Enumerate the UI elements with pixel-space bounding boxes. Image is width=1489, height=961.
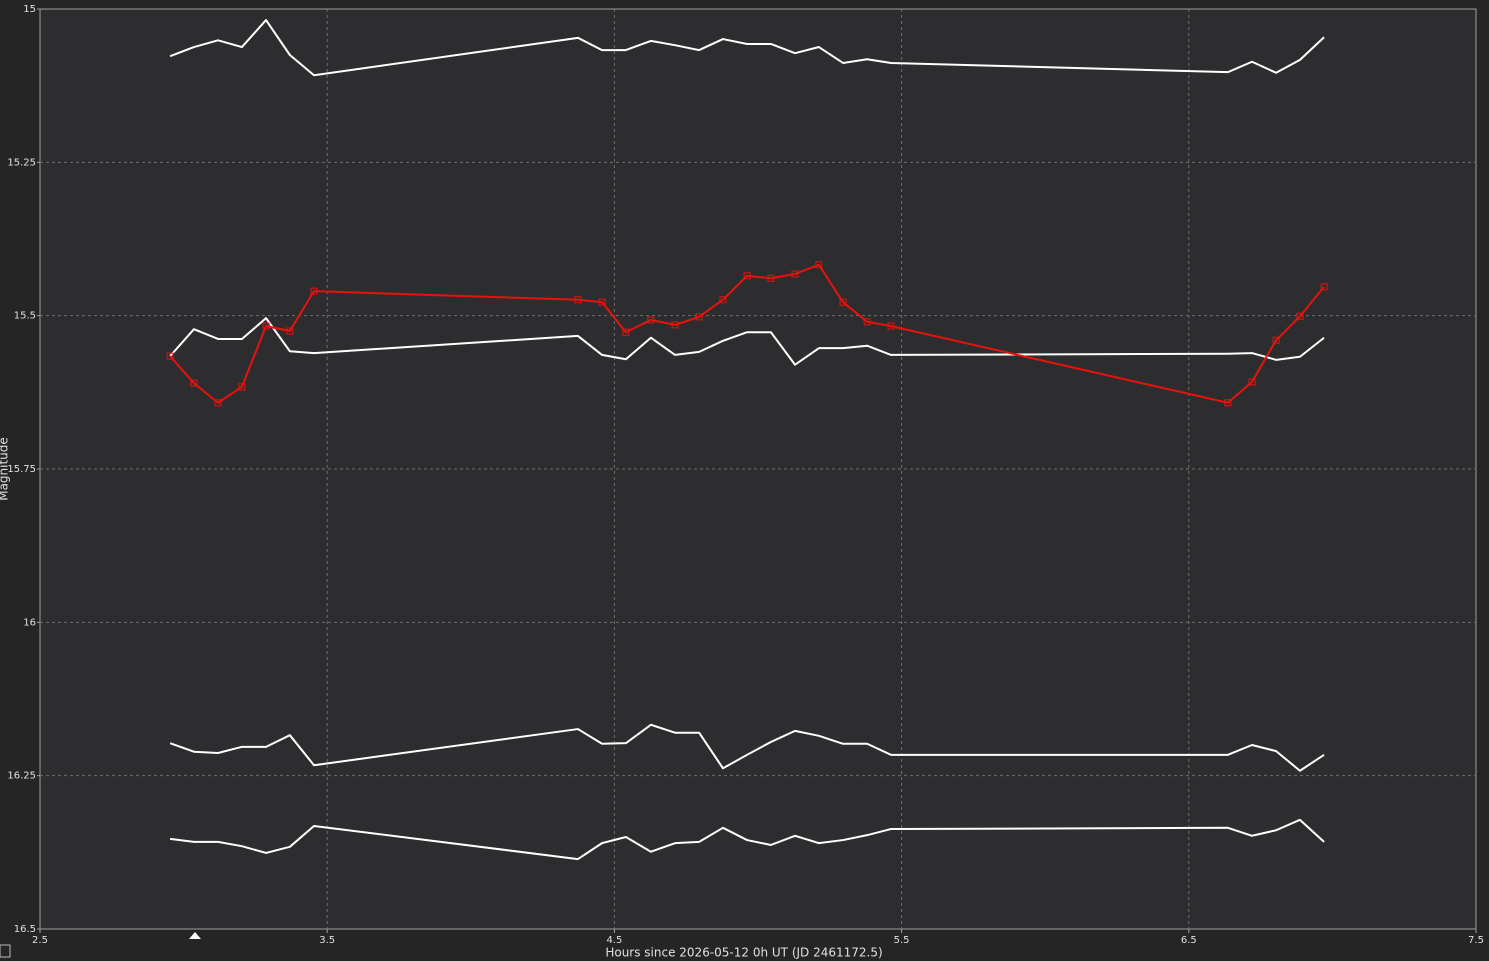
point-marker xyxy=(767,274,775,282)
point-marker xyxy=(1296,312,1304,320)
x-tick-label: 2.5 xyxy=(32,935,48,946)
point-marker xyxy=(262,322,270,330)
x-tick-label: 5.5 xyxy=(894,935,910,946)
series-line xyxy=(169,818,1325,861)
x-axis-label: Hours since 2026-05-12 0h UT (JD 2461172… xyxy=(605,946,882,960)
y-tick-label: 15 xyxy=(23,4,36,15)
cursor-marker xyxy=(189,932,201,939)
series-line xyxy=(169,317,1325,366)
corner-icon xyxy=(0,944,11,958)
point-marker xyxy=(574,296,582,304)
y-tick-label: 16 xyxy=(23,617,36,628)
point-marker xyxy=(598,298,606,306)
point-marker xyxy=(1224,399,1232,407)
point-marker xyxy=(671,321,679,329)
x-tick-label: 6.5 xyxy=(1181,935,1197,946)
point-marker xyxy=(791,270,799,278)
point-marker xyxy=(238,383,246,391)
series-line xyxy=(169,723,1325,772)
point-marker xyxy=(647,316,655,324)
y-tick-label: 15.25 xyxy=(7,157,36,168)
point-marker xyxy=(863,318,871,326)
y-tick-label: 15.5 xyxy=(14,311,36,322)
point-marker xyxy=(839,298,847,306)
point-marker xyxy=(622,328,630,336)
point-marker xyxy=(214,399,222,407)
point-marker xyxy=(1248,378,1256,386)
point-marker xyxy=(743,272,751,280)
point-marker xyxy=(1272,336,1280,344)
y-axis-label: Magnitude xyxy=(0,437,11,501)
series-line xyxy=(169,19,1325,77)
series-line xyxy=(169,263,1325,404)
y-tick-label: 16.5 xyxy=(14,924,36,935)
point-marker xyxy=(1320,283,1328,291)
x-tick-label: 7.5 xyxy=(1468,935,1484,946)
point-marker xyxy=(310,287,318,295)
point-marker xyxy=(166,352,174,360)
x-tick-label: 3.5 xyxy=(319,935,335,946)
x-tick-label: 4.5 xyxy=(606,935,622,946)
point-marker xyxy=(695,313,703,321)
y-tick-label: 15.75 xyxy=(7,464,36,475)
point-marker xyxy=(719,296,727,304)
point-marker xyxy=(887,322,895,330)
y-tick-label: 16.25 xyxy=(7,771,36,782)
point-marker xyxy=(815,261,823,269)
point-marker xyxy=(190,379,198,387)
point-marker xyxy=(286,327,294,335)
